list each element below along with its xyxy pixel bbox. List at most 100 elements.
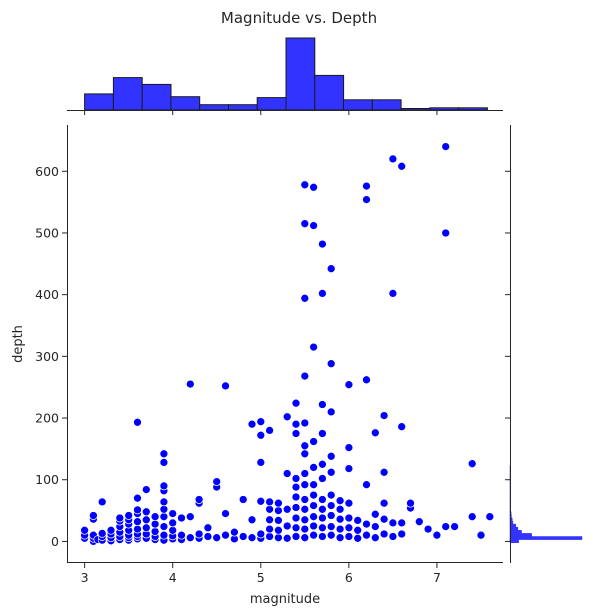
scatter-point <box>256 496 266 506</box>
scatter-point <box>362 375 371 385</box>
scatter-point <box>309 512 318 522</box>
chart-title: Magnitude vs. Depth <box>221 9 377 27</box>
scatter-point <box>265 504 274 514</box>
scatter-point <box>344 532 354 541</box>
top-hist-bar <box>371 99 402 111</box>
top-marginal-histogram <box>84 37 488 111</box>
scatter-point <box>300 480 310 490</box>
scatter-point <box>344 498 354 508</box>
right-marginal-histogram <box>509 465 583 543</box>
scatter-point <box>476 530 486 540</box>
scatter-point <box>414 517 424 527</box>
scatter-point <box>344 513 354 523</box>
scatter-point <box>300 504 310 514</box>
top-hist-bar <box>112 77 143 111</box>
scatter-points <box>80 142 495 546</box>
scatter-point <box>141 485 151 494</box>
y-axis-label: depth <box>11 325 26 363</box>
scatter-point <box>467 459 477 469</box>
scatter-point <box>326 501 336 510</box>
scatter-point <box>106 525 116 535</box>
scatter-point <box>168 525 178 535</box>
scatter-point <box>370 533 380 543</box>
scatter-point <box>300 180 310 190</box>
y-tick-label: 300 <box>35 349 59 364</box>
scatter-point <box>309 342 318 352</box>
scatter-point <box>344 464 354 473</box>
scatter-point <box>441 142 451 151</box>
top-hist-bar <box>141 83 172 111</box>
scatter-point <box>203 523 213 533</box>
scatter-point <box>194 495 204 504</box>
scatter-point <box>362 195 371 204</box>
scatter-point <box>159 481 169 491</box>
scatter-point <box>318 429 327 438</box>
scatter-point <box>388 154 398 164</box>
scatter-point <box>344 523 354 533</box>
side-hist-bar <box>509 530 522 534</box>
x-tick-label: 6 <box>345 570 353 585</box>
scatter-point <box>318 504 327 514</box>
scatter-point <box>159 497 169 507</box>
scatter-point <box>326 407 336 417</box>
scatter-point <box>300 515 310 525</box>
top-hist-bar <box>199 104 229 111</box>
scatter-point <box>370 522 380 531</box>
top-hist-bar <box>343 99 373 111</box>
scatter-point <box>326 359 336 369</box>
scatter-point <box>159 530 169 540</box>
scatter-point <box>291 429 301 438</box>
scatter-point <box>353 533 363 543</box>
scatter-point <box>291 474 301 483</box>
scatter-point <box>238 495 248 504</box>
scatter-point <box>212 477 222 486</box>
scatter-point <box>168 518 178 528</box>
scatter-point <box>274 533 283 543</box>
scatter-point <box>80 525 89 535</box>
scatter-point <box>203 532 213 541</box>
scatter-point <box>256 458 266 467</box>
scatter-point <box>441 522 451 531</box>
top-hist-bar <box>458 107 488 111</box>
x-tick-label: 4 <box>169 570 177 585</box>
scatter-point <box>291 532 301 541</box>
scatter-point <box>309 221 318 230</box>
scatter-point <box>150 519 160 529</box>
scatter-point <box>318 495 327 504</box>
scatter-point <box>353 516 363 525</box>
scatter-point <box>397 422 407 432</box>
scatter-point <box>344 380 354 390</box>
scatter-point <box>335 524 345 534</box>
scatter-point <box>265 426 274 435</box>
scatter-point <box>97 529 107 538</box>
scatter-point <box>150 512 160 522</box>
scatter-point <box>406 498 415 508</box>
scatter-point <box>309 463 318 472</box>
scatter-point <box>300 469 310 478</box>
scatter-point <box>282 504 292 514</box>
scatter-point <box>247 515 257 525</box>
y-tick-label: 100 <box>35 472 59 487</box>
scatter-point <box>344 443 354 452</box>
scatter-point <box>291 398 301 408</box>
scatter-point <box>150 527 160 536</box>
scatter-point <box>97 497 107 507</box>
scatter-point <box>177 530 186 540</box>
scatter-point <box>300 441 310 451</box>
scatter-point <box>159 512 169 522</box>
side-hist-bar <box>509 533 532 537</box>
scatter-point <box>309 490 318 500</box>
scatter-point <box>362 181 371 191</box>
scatter-point <box>212 533 222 543</box>
scatter-point <box>133 517 142 527</box>
scatter-point <box>370 509 380 519</box>
scatter-point <box>423 524 433 534</box>
x-tick-label: 7 <box>433 570 441 585</box>
side-hist-bar <box>509 526 519 531</box>
scatter-point <box>291 419 301 429</box>
top-hist-bar <box>228 104 258 111</box>
scatter-point <box>450 522 459 531</box>
scatter-point <box>141 507 151 517</box>
scatter-point <box>221 381 230 391</box>
